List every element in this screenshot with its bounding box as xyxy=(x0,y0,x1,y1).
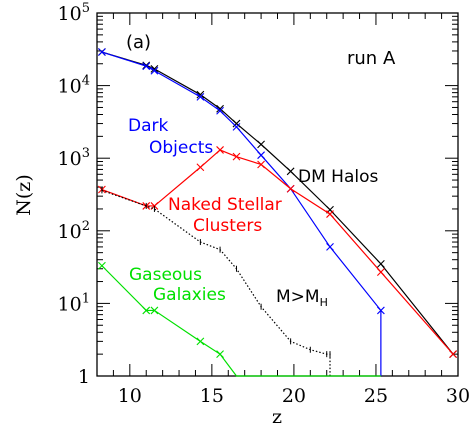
point-marker-naked xyxy=(376,268,385,276)
point-marker-dark xyxy=(98,48,106,56)
point-marker-dark xyxy=(376,306,385,315)
point-marker-naked xyxy=(232,152,241,161)
point-marker-dm xyxy=(257,140,265,149)
series-label-dark: Objects xyxy=(149,138,213,158)
point-marker-naked xyxy=(216,146,224,154)
series-line-naked xyxy=(101,149,454,355)
run-label: run A xyxy=(347,48,396,69)
x-tick-label: 10 xyxy=(118,385,142,407)
series-label-gas: Galaxies xyxy=(153,285,226,305)
series-line-mh xyxy=(101,189,331,376)
y-tick-label: 103 xyxy=(58,146,90,170)
y-tick-label: 105 xyxy=(58,1,90,25)
point-marker-naked xyxy=(326,210,334,218)
point-marker-gas xyxy=(196,337,205,346)
point-marker-dm xyxy=(376,260,385,268)
point-marker-naked xyxy=(196,163,205,172)
point-marker-dark xyxy=(150,66,159,75)
x-tick-label: 30 xyxy=(446,385,470,407)
series-label-naked: Clusters xyxy=(193,216,262,236)
point-marker-naked xyxy=(257,160,265,169)
point-marker-dark xyxy=(196,92,205,101)
point-marker-dm xyxy=(150,64,159,73)
point-marker-dark xyxy=(257,151,265,160)
point-marker-dark xyxy=(142,62,151,71)
point-marker-dm xyxy=(216,104,224,113)
point-marker-dark xyxy=(326,243,334,251)
x-tick-label: 20 xyxy=(282,385,306,407)
point-marker-gas xyxy=(98,261,106,270)
series-label-naked: Naked Stellar xyxy=(168,195,282,215)
series-label-gas: Gaseous xyxy=(129,265,202,285)
x-axis-label: z xyxy=(272,406,282,427)
series-label-mh: M>MH xyxy=(276,287,328,309)
panel-label: (a) xyxy=(126,32,151,53)
point-marker-gas xyxy=(150,306,159,315)
x-tick-label: 15 xyxy=(200,385,224,407)
series-line-gas xyxy=(101,265,381,377)
y-tick-label: 101 xyxy=(58,291,90,315)
point-marker-naked xyxy=(449,350,457,359)
y-tick-label: 102 xyxy=(58,219,90,243)
y-tick-label: 1 xyxy=(78,366,90,388)
point-marker-dm xyxy=(286,167,295,176)
point-marker-dm xyxy=(232,119,241,128)
series-layer xyxy=(98,48,457,377)
point-marker-dark xyxy=(232,122,241,131)
series-label-dm: DM Halos xyxy=(298,167,378,187)
point-marker-naked xyxy=(286,184,295,193)
y-axis-label: N(z) xyxy=(13,174,35,215)
series-label-dark: Dark xyxy=(128,116,168,136)
point-marker-gas xyxy=(142,306,151,315)
x-tick-label: 25 xyxy=(364,385,388,407)
y-tick-label: 104 xyxy=(58,74,90,98)
axis-ticks: 10 15 20 25 30 1 101 102 103 104 105 xyxy=(58,1,471,407)
point-marker-dark xyxy=(216,106,224,115)
point-marker-dm xyxy=(196,90,205,99)
point-marker-gas xyxy=(216,350,224,359)
